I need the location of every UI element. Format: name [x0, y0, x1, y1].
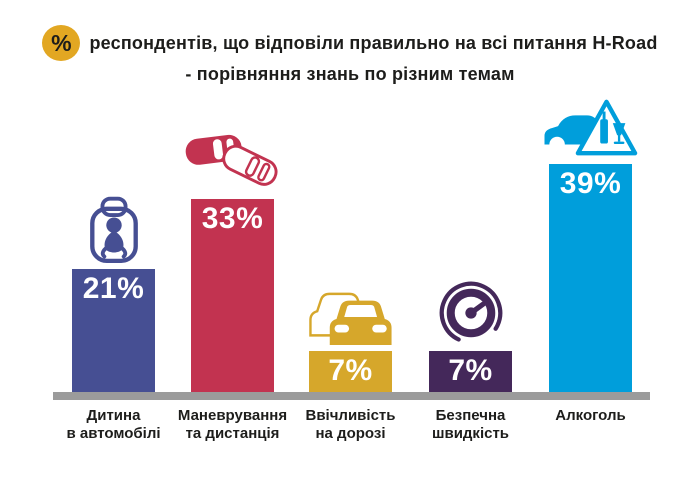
- politeness-cars-icon: [305, 290, 397, 346]
- category-label-3: Ввічливість на дорозі: [305, 407, 396, 442]
- category-label-2: Маневрування та дистанція: [177, 407, 288, 442]
- bar-column-4: 7%: [429, 280, 512, 392]
- bar-value-label: 7%: [328, 354, 373, 387]
- bar-column-2: 33%: [185, 134, 278, 392]
- bar-5: 39%: [549, 164, 632, 392]
- speedometer-icon: [438, 280, 504, 346]
- bar-4: 7%: [429, 351, 512, 392]
- percent-badge-icon: %: [42, 25, 81, 61]
- bar-1: 21%: [72, 269, 155, 392]
- maneuvering-cars-icon: [182, 134, 284, 194]
- alcohol-warning-icon: [542, 97, 640, 159]
- bar-value-label: 39%: [559, 167, 622, 200]
- bar-column-3: 7%: [308, 290, 392, 392]
- child-car-seat-icon: [87, 196, 141, 264]
- bar-2: 33%: [191, 199, 274, 392]
- category-label-5: Алкоголь: [555, 407, 626, 424]
- chart-title-line2: - порівняння знань по різним темам: [185, 64, 515, 84]
- chart-title-line1-row: % респондентів, що відповіли правильно н…: [0, 25, 700, 61]
- bar-value-label: 33%: [201, 202, 264, 235]
- category-label-1: Дитина в автомобілі: [66, 407, 161, 442]
- bar-column-5: 39%: [544, 97, 637, 392]
- chart-baseline: [53, 392, 650, 400]
- bar-3: 7%: [309, 351, 392, 392]
- chart-title: % респондентів, що відповіли правильно н…: [0, 25, 700, 88]
- chart-title-line1: респондентів, що відповіли правильно на …: [89, 32, 658, 53]
- bar-value-label: 7%: [448, 354, 493, 387]
- bar-column-1: 21%: [72, 196, 155, 392]
- bar-value-label: 21%: [82, 272, 145, 305]
- category-label-4: Безпечна швидкість: [431, 407, 510, 442]
